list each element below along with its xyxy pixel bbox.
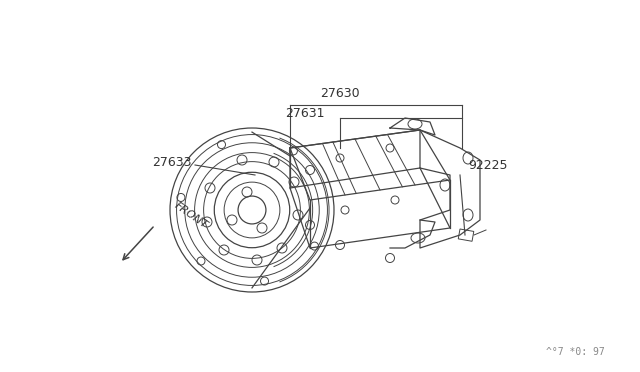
Text: ^°7 *0: 97: ^°7 *0: 97 <box>546 347 604 357</box>
Text: 27630: 27630 <box>320 87 360 99</box>
Text: 27631: 27631 <box>285 106 324 119</box>
Text: 92225: 92225 <box>468 158 508 171</box>
Bar <box>458 229 474 241</box>
Text: 27633: 27633 <box>152 155 192 169</box>
Text: FRONT: FRONT <box>173 200 210 230</box>
